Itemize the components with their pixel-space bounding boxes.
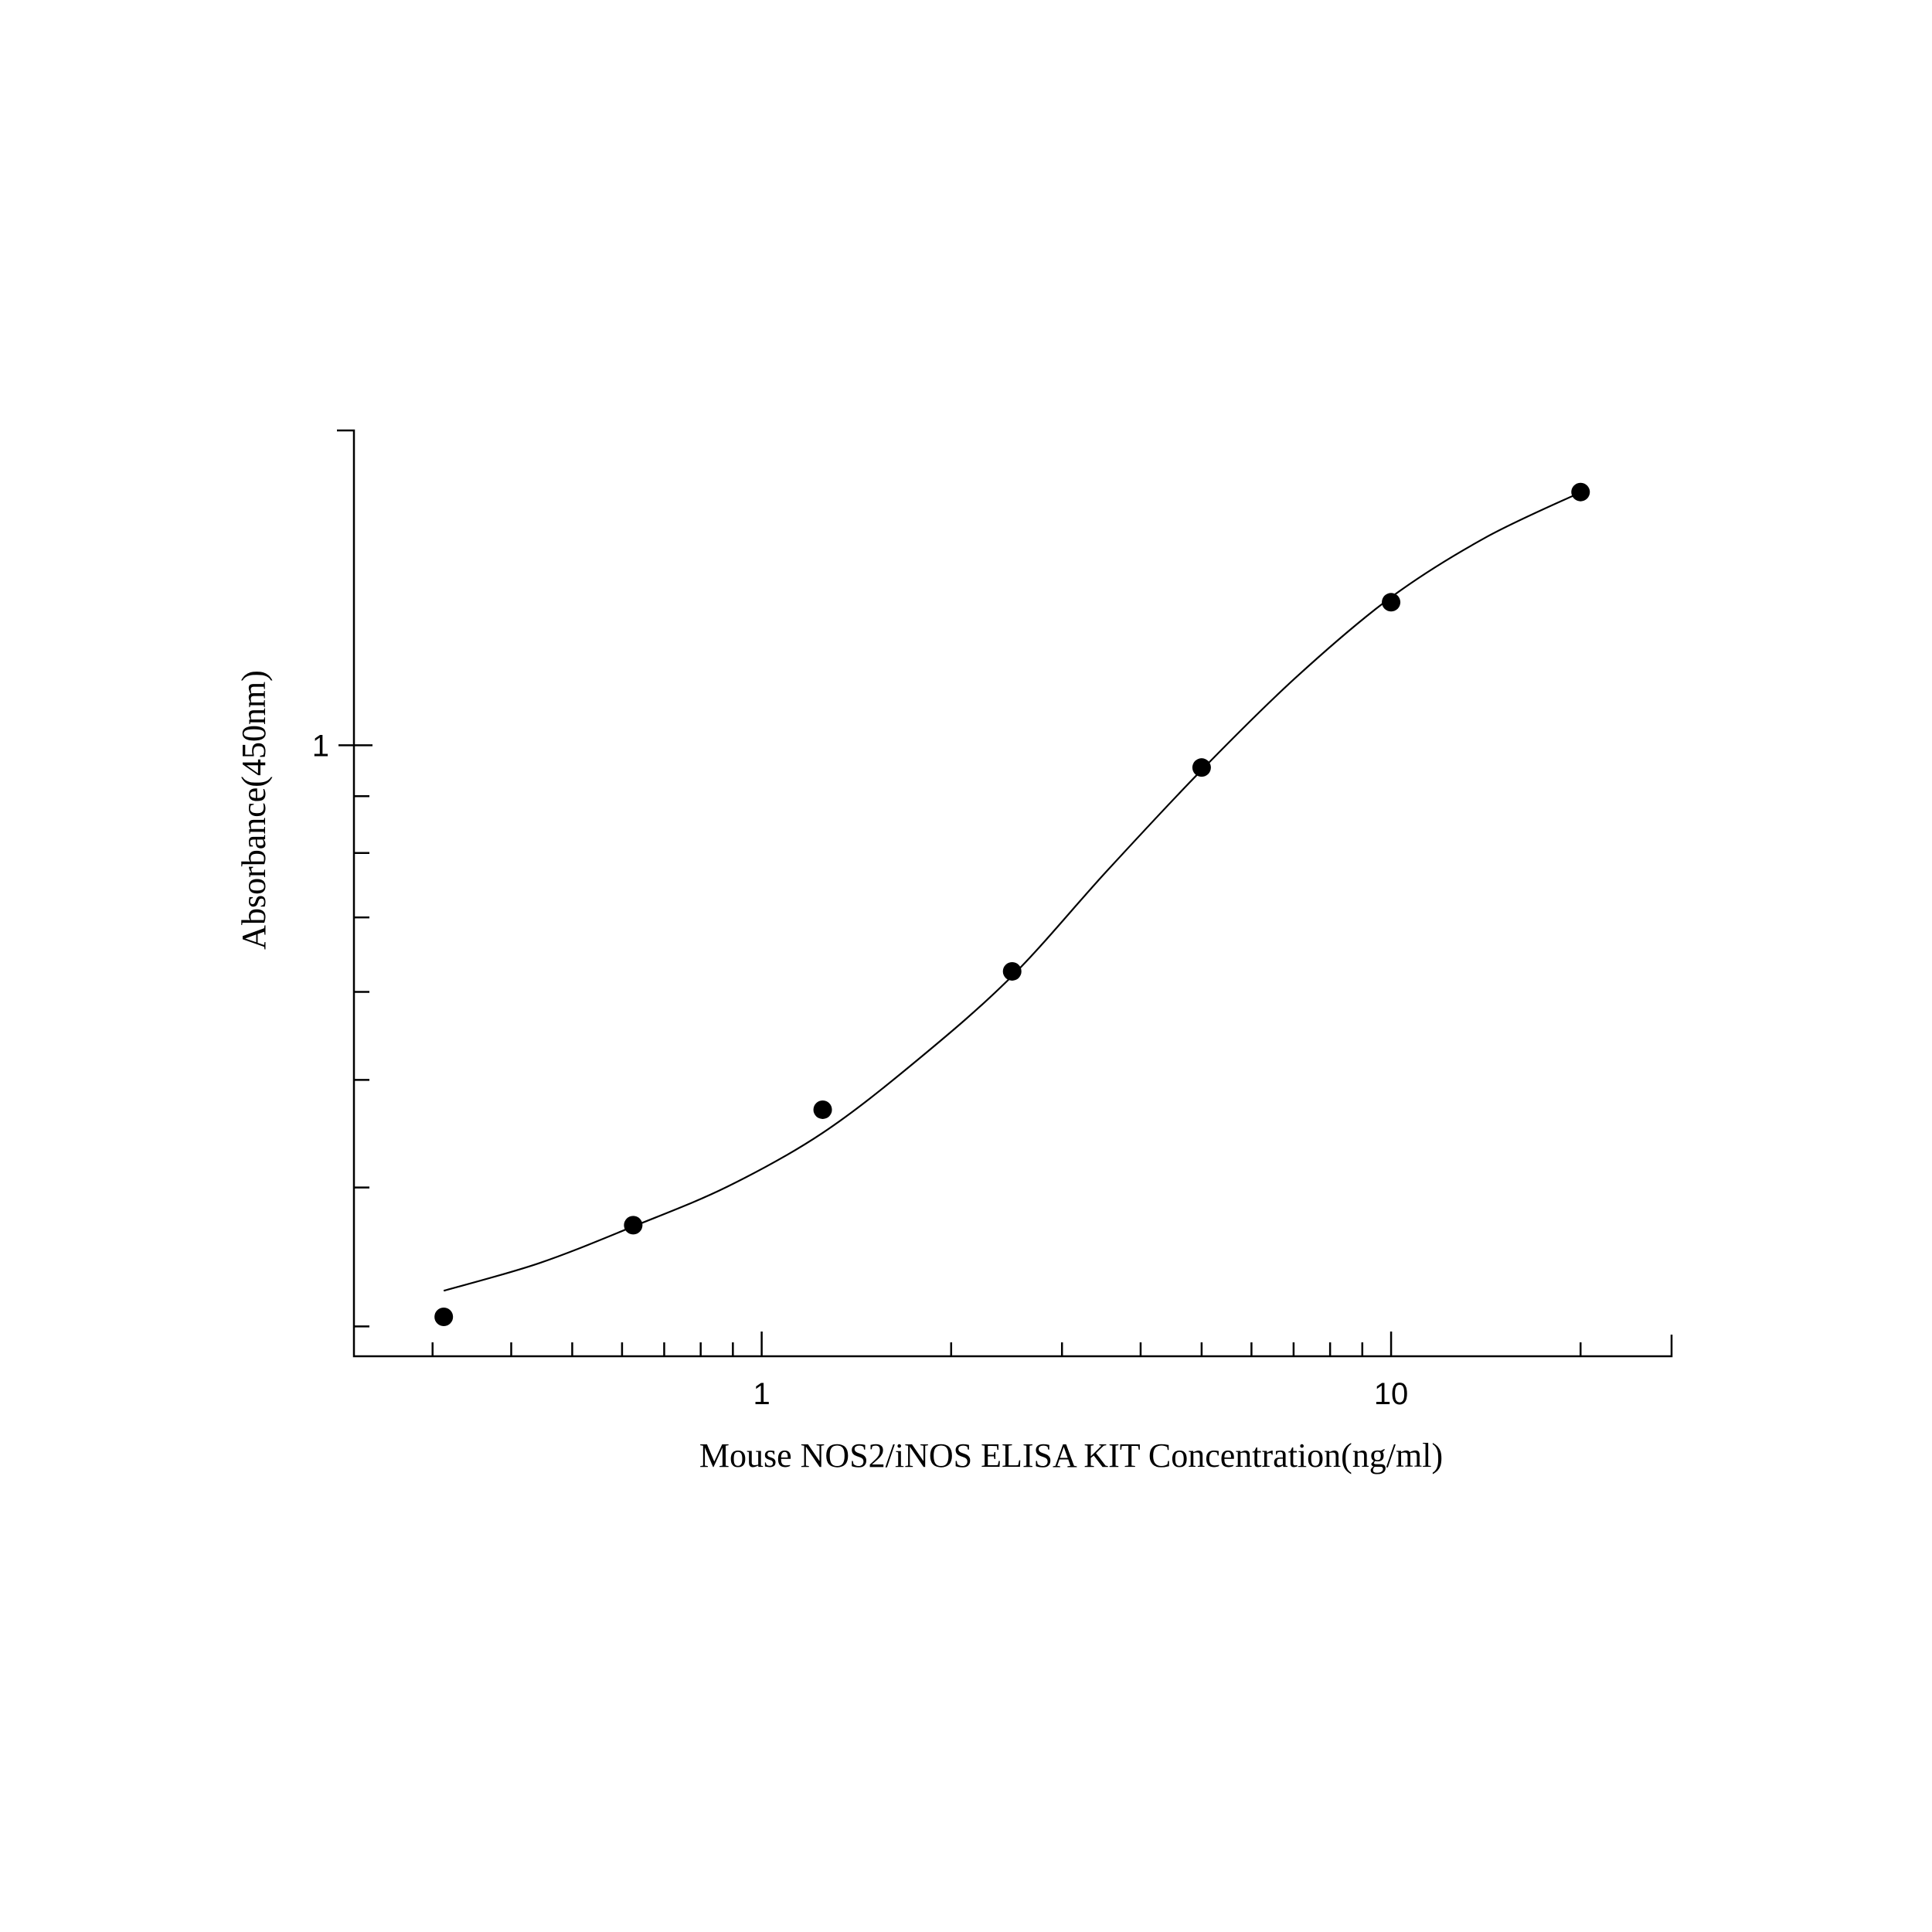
data-point: [434, 1307, 454, 1326]
data-point: [1571, 482, 1590, 502]
x-tick-label: 1: [753, 1377, 770, 1411]
data-point: [1002, 961, 1022, 981]
fit-curve: [443, 492, 1581, 1292]
x-tick-label: 10: [1374, 1377, 1409, 1411]
data-point: [813, 1100, 832, 1119]
y-tick-label: 1: [312, 729, 329, 763]
y-axis-label: Absorbance(450nm): [235, 670, 273, 950]
data-point: [1192, 758, 1211, 777]
axes: [337, 429, 1673, 1358]
x-axis-label: Mouse NOS2/iNOS ELISA KIT Concentration(…: [699, 1437, 1443, 1475]
data-point: [1382, 593, 1401, 612]
data-point: [624, 1216, 643, 1235]
